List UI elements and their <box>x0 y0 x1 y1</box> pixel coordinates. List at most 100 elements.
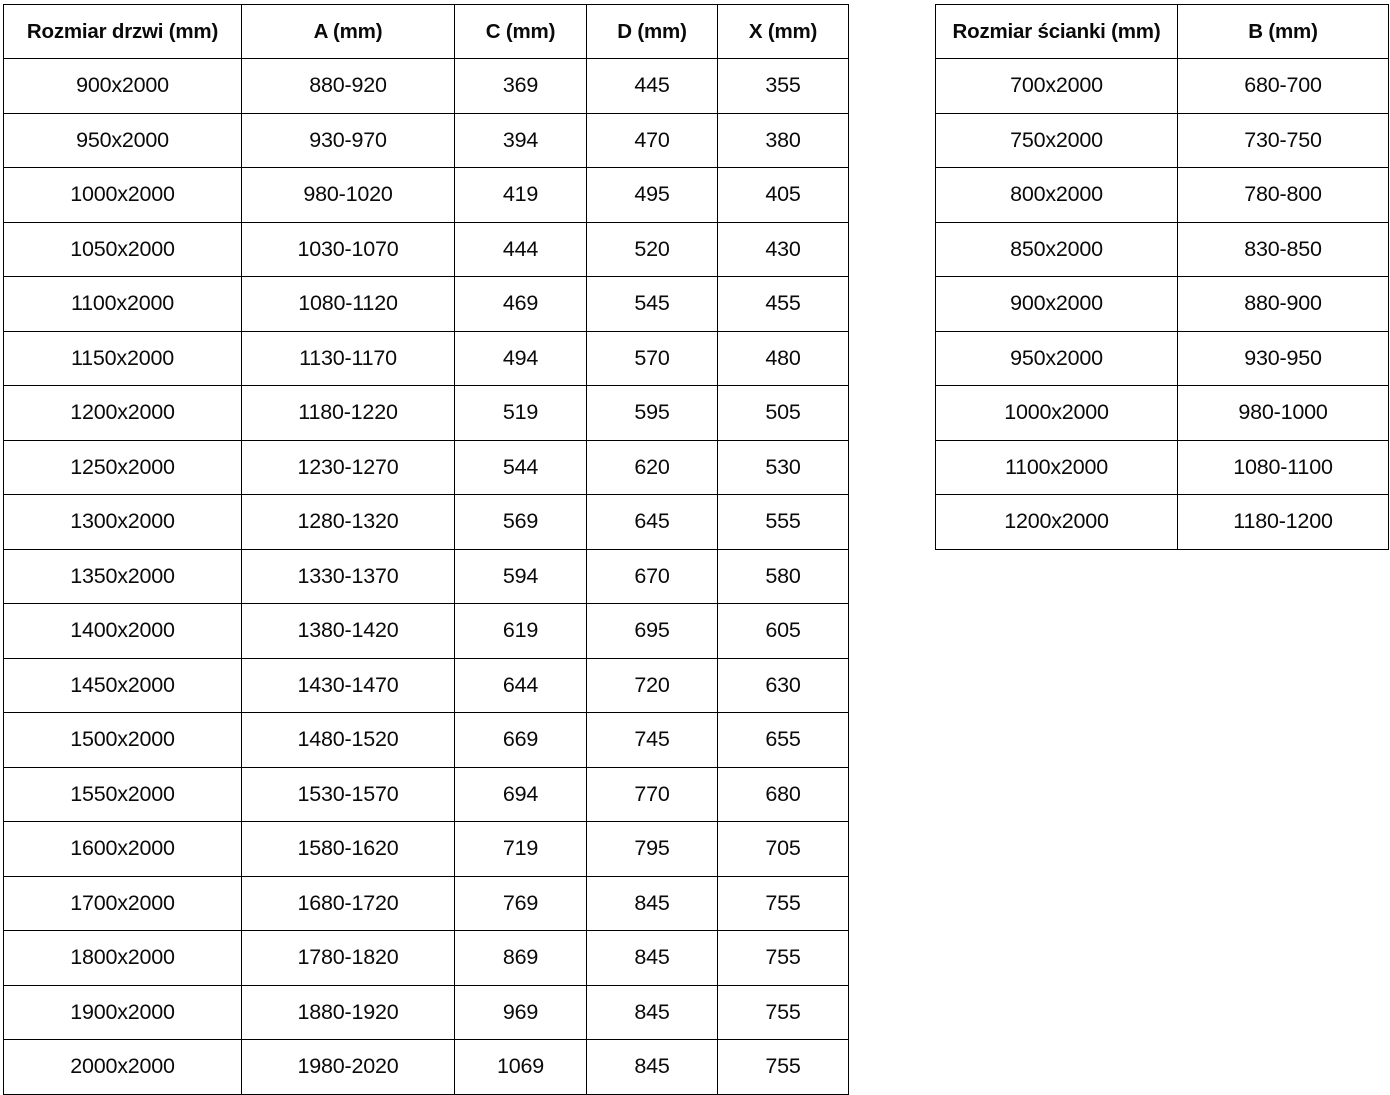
cell-a: 1180-1220 <box>241 385 455 441</box>
cell-door-size: 1450x2000 <box>3 657 242 713</box>
cell-x: 580 <box>717 548 849 604</box>
cell-d: 845 <box>586 1039 718 1095</box>
cell-x: 530 <box>717 439 849 495</box>
table-header-row: Rozmiar ścianki (mm) B (mm) <box>935 4 1389 59</box>
cell-door-size: 1000x2000 <box>3 167 242 223</box>
cell-c: 694 <box>454 766 587 822</box>
cell-x: 630 <box>717 657 849 713</box>
cell-d: 520 <box>586 221 718 277</box>
column-header-a: A (mm) <box>241 4 455 59</box>
cell-door-size: 2000x2000 <box>3 1039 242 1095</box>
table-row: 1500x2000 1480-1520 669 745 655 <box>3 712 849 768</box>
cell-d: 670 <box>586 548 718 604</box>
cell-c: 544 <box>454 439 587 495</box>
cell-x: 705 <box>717 821 849 877</box>
cell-c: 644 <box>454 657 587 713</box>
table-row: 1000x2000 980-1020 419 495 405 <box>3 167 849 223</box>
cell-wall-size: 950x2000 <box>935 330 1178 386</box>
cell-door-size: 1800x2000 <box>3 930 242 986</box>
column-header-wall-size: Rozmiar ścianki (mm) <box>935 4 1178 59</box>
cell-d: 595 <box>586 385 718 441</box>
cell-x: 655 <box>717 712 849 768</box>
cell-a: 1430-1470 <box>241 657 455 713</box>
cell-c: 369 <box>454 58 587 114</box>
cell-a: 1080-1120 <box>241 276 455 332</box>
column-header-x: X (mm) <box>717 4 849 59</box>
cell-b: 830-850 <box>1177 221 1389 277</box>
column-header-b: B (mm) <box>1177 4 1389 59</box>
cell-x: 430 <box>717 221 849 277</box>
column-header-door-size: Rozmiar drzwi (mm) <box>3 4 242 59</box>
cell-b: 730-750 <box>1177 112 1389 168</box>
cell-a: 930-970 <box>241 112 455 168</box>
cell-x: 480 <box>717 330 849 386</box>
table-row: 1600x2000 1580-1620 719 795 705 <box>3 821 849 877</box>
door-table-body: 900x2000 880-920 369 445 355 950x2000 93… <box>3 58 849 1095</box>
cell-wall-size: 700x2000 <box>935 58 1178 114</box>
cell-d: 570 <box>586 330 718 386</box>
table-row: 1900x2000 1880-1920 969 845 755 <box>3 984 849 1040</box>
cell-c: 419 <box>454 167 587 223</box>
cell-x: 555 <box>717 494 849 550</box>
cell-c: 494 <box>454 330 587 386</box>
table-row: 1450x2000 1430-1470 644 720 630 <box>3 657 849 713</box>
cell-d: 720 <box>586 657 718 713</box>
cell-x: 380 <box>717 112 849 168</box>
cell-a: 1530-1570 <box>241 766 455 822</box>
cell-a: 1680-1720 <box>241 875 455 931</box>
cell-d: 795 <box>586 821 718 877</box>
cell-a: 1380-1420 <box>241 603 455 659</box>
cell-x: 755 <box>717 984 849 1040</box>
cell-door-size: 1700x2000 <box>3 875 242 931</box>
cell-a: 1780-1820 <box>241 930 455 986</box>
cell-door-size: 1550x2000 <box>3 766 242 822</box>
cell-d: 620 <box>586 439 718 495</box>
cell-wall-size: 1100x2000 <box>935 439 1178 495</box>
cell-b: 1080-1100 <box>1177 439 1389 495</box>
column-header-d: D (mm) <box>586 4 718 59</box>
table-row: 1300x2000 1280-1320 569 645 555 <box>3 494 849 550</box>
cell-c: 719 <box>454 821 587 877</box>
cell-c: 769 <box>454 875 587 931</box>
cell-door-size: 1400x2000 <box>3 603 242 659</box>
cell-b: 980-1000 <box>1177 385 1389 441</box>
cell-c: 1069 <box>454 1039 587 1095</box>
cell-door-size: 1300x2000 <box>3 494 242 550</box>
column-header-c: C (mm) <box>454 4 587 59</box>
cell-door-size: 950x2000 <box>3 112 242 168</box>
cell-d: 845 <box>586 875 718 931</box>
cell-d: 695 <box>586 603 718 659</box>
cell-wall-size: 800x2000 <box>935 167 1178 223</box>
cell-c: 594 <box>454 548 587 604</box>
table-row: 1250x2000 1230-1270 544 620 530 <box>3 439 849 495</box>
cell-c: 519 <box>454 385 587 441</box>
table-row: 1550x2000 1530-1570 694 770 680 <box>3 766 849 822</box>
cell-d: 845 <box>586 984 718 1040</box>
cell-wall-size: 850x2000 <box>935 221 1178 277</box>
cell-d: 495 <box>586 167 718 223</box>
table-row: 1050x2000 1030-1070 444 520 430 <box>3 221 849 277</box>
cell-c: 969 <box>454 984 587 1040</box>
cell-a: 1880-1920 <box>241 984 455 1040</box>
cell-d: 645 <box>586 494 718 550</box>
cell-wall-size: 1200x2000 <box>935 494 1178 550</box>
cell-a: 1030-1070 <box>241 221 455 277</box>
table-row: 750x2000 730-750 <box>935 112 1389 168</box>
table-row: 1150x2000 1130-1170 494 570 480 <box>3 330 849 386</box>
cell-a: 880-920 <box>241 58 455 114</box>
cell-c: 569 <box>454 494 587 550</box>
cell-x: 755 <box>717 875 849 931</box>
cell-door-size: 900x2000 <box>3 58 242 114</box>
cell-a: 1330-1370 <box>241 548 455 604</box>
cell-c: 444 <box>454 221 587 277</box>
cell-door-size: 1250x2000 <box>3 439 242 495</box>
cell-door-size: 1600x2000 <box>3 821 242 877</box>
table-row: 800x2000 780-800 <box>935 167 1389 223</box>
cell-wall-size: 750x2000 <box>935 112 1178 168</box>
table-row: 950x2000 930-970 394 470 380 <box>3 112 849 168</box>
cell-door-size: 1350x2000 <box>3 548 242 604</box>
table-row: 1200x2000 1180-1200 <box>935 494 1389 550</box>
cell-x: 355 <box>717 58 849 114</box>
table-row: 1100x2000 1080-1100 <box>935 439 1389 495</box>
